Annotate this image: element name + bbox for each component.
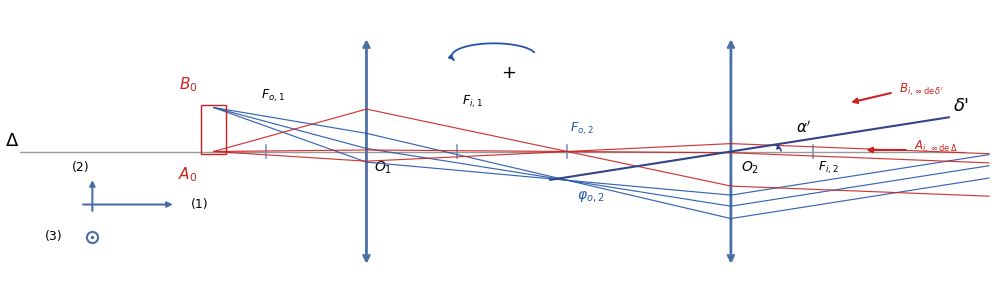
Bar [201,105,226,154]
Text: $B_{i,\,\infty\,\mathrm{de}\,\delta'}$: $B_{i,\,\infty\,\mathrm{de}\,\delta'}$ [898,81,943,98]
Text: $O_1$: $O_1$ [374,159,392,176]
Text: $A_0$: $A_0$ [179,165,198,184]
Text: +: + [502,64,516,82]
Text: $F_{o,1}$: $F_{o,1}$ [261,87,285,104]
Text: $O_2$: $O_2$ [740,159,758,176]
Text: $F_{i,2}$: $F_{i,2}$ [817,160,839,176]
Text: $\varphi_{o,2}$: $\varphi_{o,2}$ [577,190,604,205]
Text: $B_0$: $B_0$ [179,75,198,94]
Text: (3): (3) [44,231,62,243]
Text: $A_{i,\,\infty\,\mathrm{de}\,\Delta}$: $A_{i,\,\infty\,\mathrm{de}\,\Delta}$ [913,139,957,155]
Text: Δ: Δ [6,132,18,150]
Text: $F_{i,1}$: $F_{i,1}$ [461,93,482,110]
Text: (2): (2) [71,161,89,174]
Text: $F_{o,2}$: $F_{o,2}$ [570,121,594,137]
Text: (1): (1) [191,198,209,211]
Text: $\boldsymbol{\alpha'}$: $\boldsymbol{\alpha'}$ [795,120,811,136]
Text: δ': δ' [953,97,969,115]
